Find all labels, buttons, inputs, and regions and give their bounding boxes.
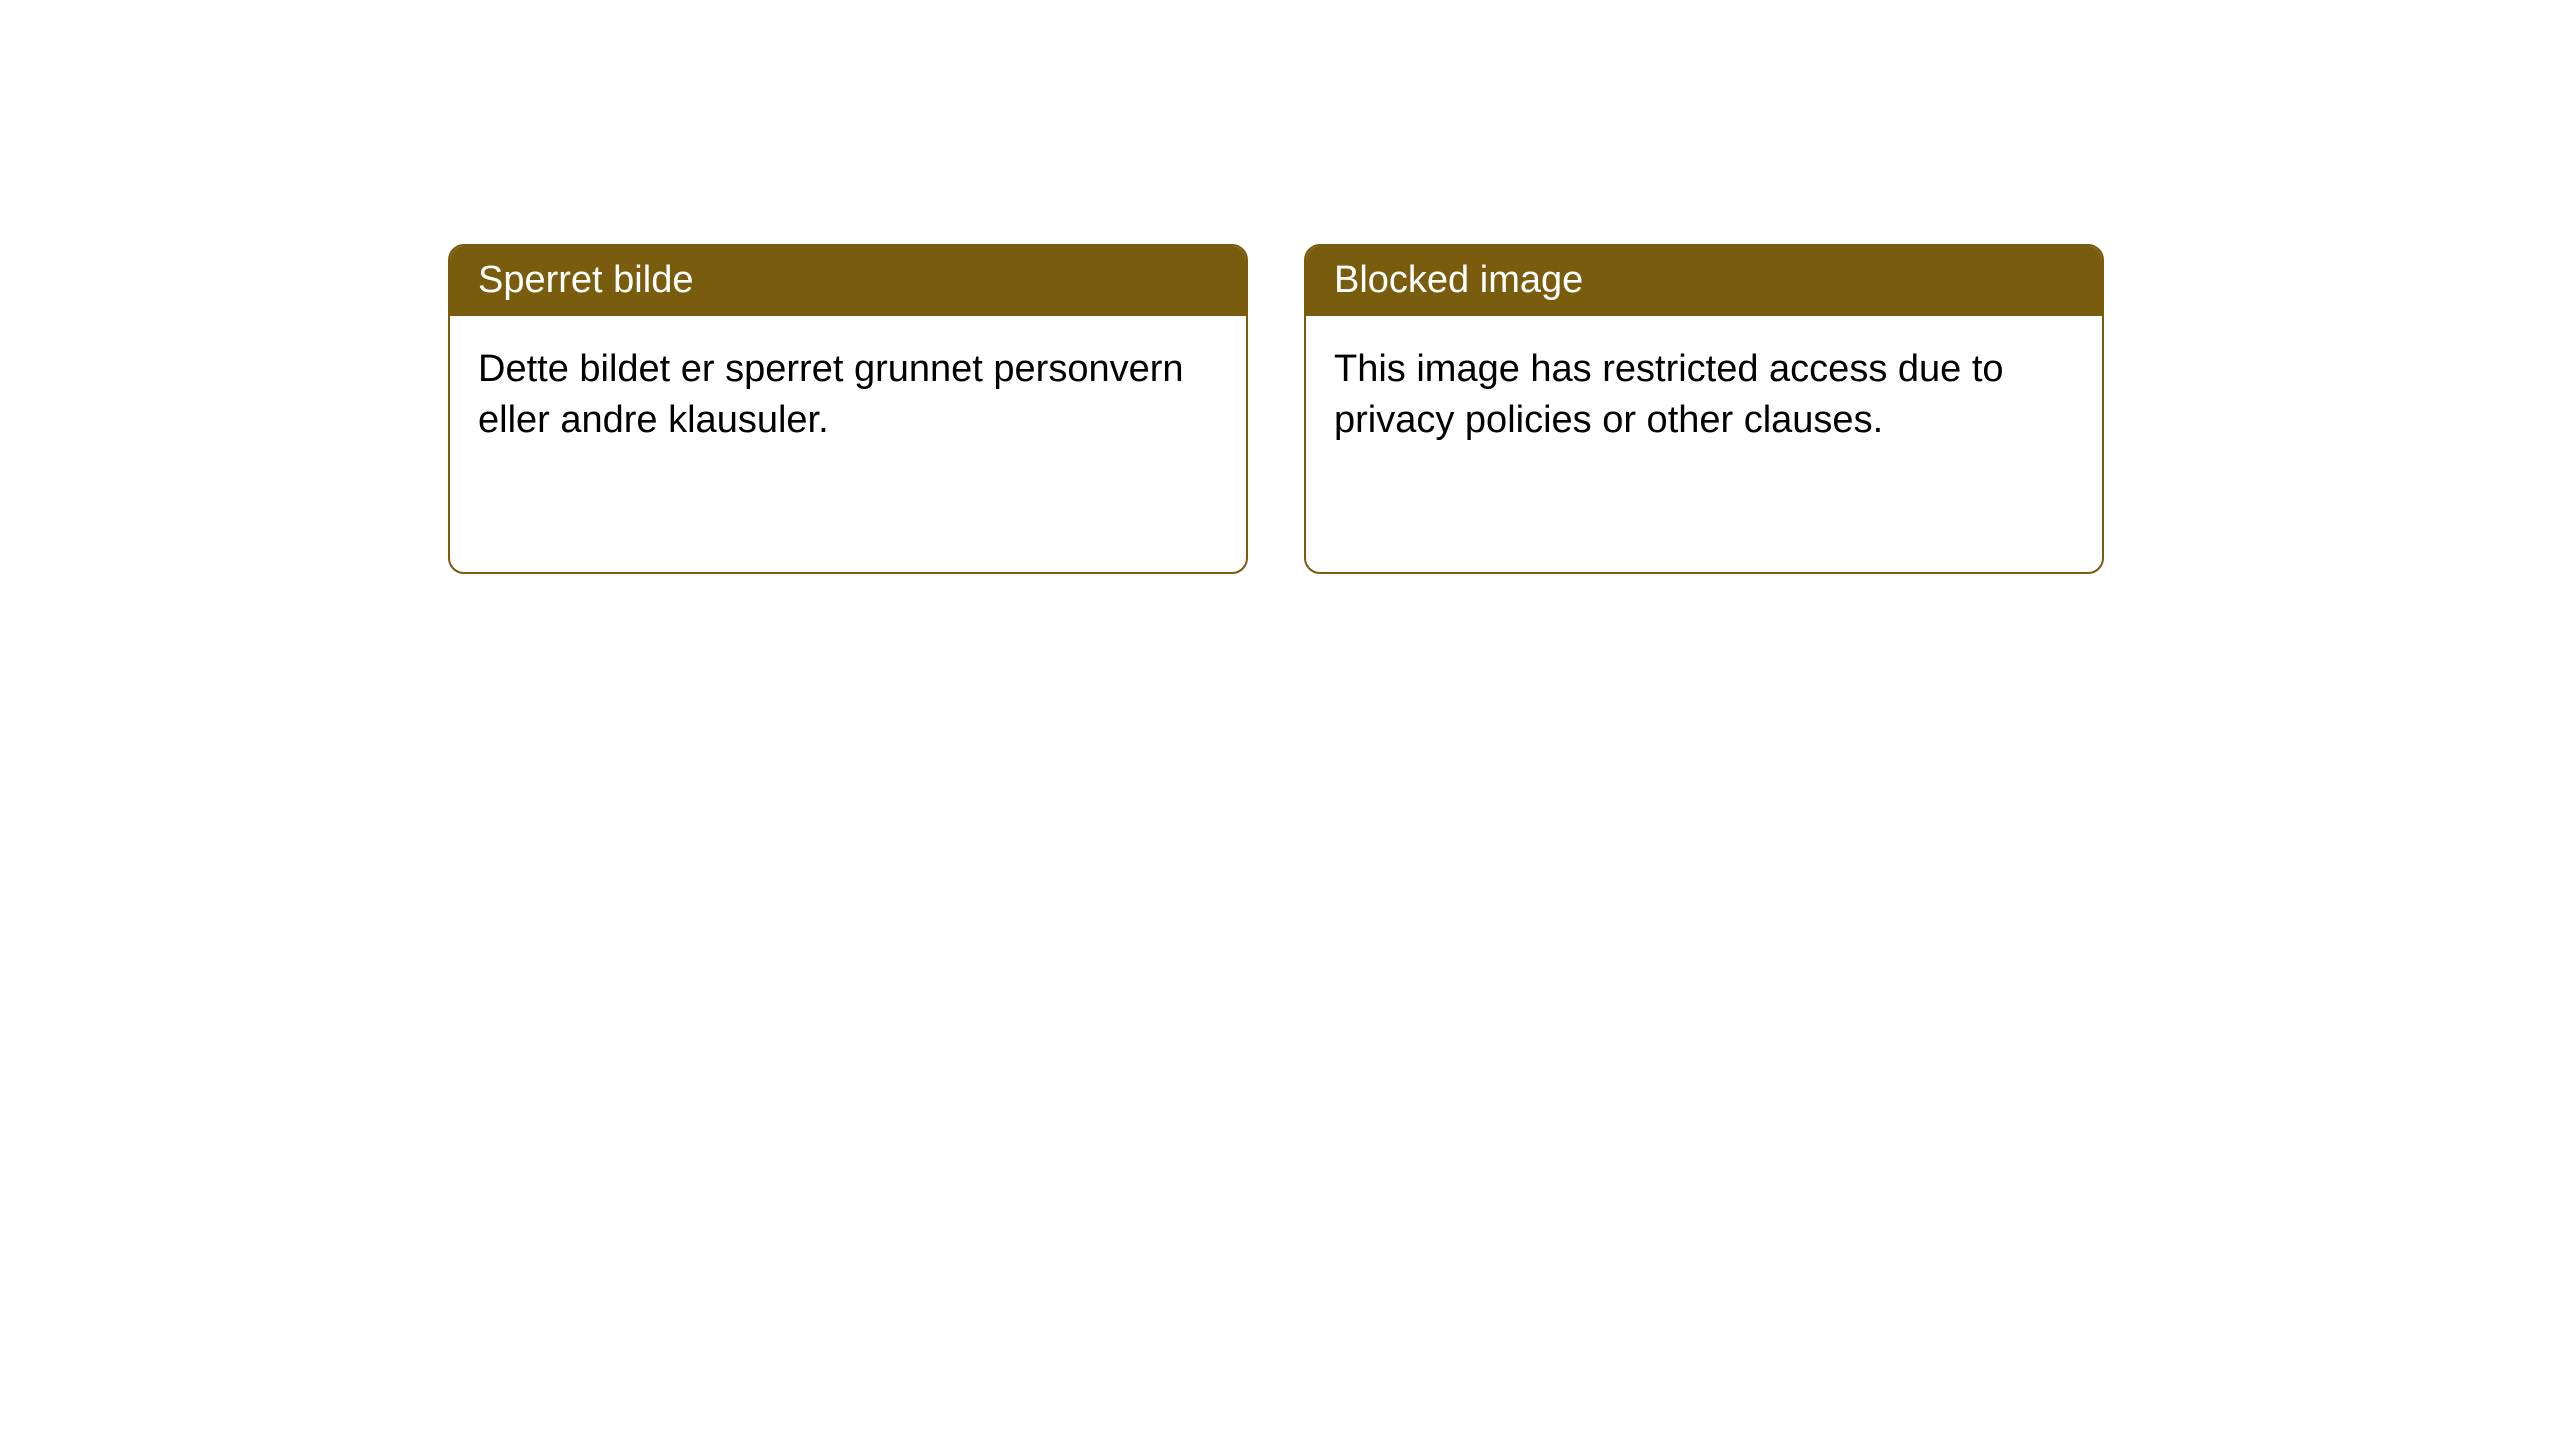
callout-body-no: Dette bildet er sperret grunnet personve…	[450, 316, 1246, 572]
callout-header-text-no: Sperret bilde	[478, 259, 693, 301]
callout-body-en: This image has restricted access due to …	[1306, 316, 2102, 572]
callout-container: Sperret bilde Dette bildet er sperret gr…	[448, 244, 2104, 574]
callout-box-en: Blocked image This image has restricted …	[1304, 244, 2104, 574]
callout-header-no: Sperret bilde	[450, 246, 1246, 316]
callout-header-text-en: Blocked image	[1334, 259, 1583, 301]
callout-header-en: Blocked image	[1306, 246, 2102, 316]
callout-body-text-no: Dette bildet er sperret grunnet personve…	[478, 348, 1184, 441]
callout-body-text-en: This image has restricted access due to …	[1334, 348, 2004, 441]
callout-box-no: Sperret bilde Dette bildet er sperret gr…	[448, 244, 1248, 574]
